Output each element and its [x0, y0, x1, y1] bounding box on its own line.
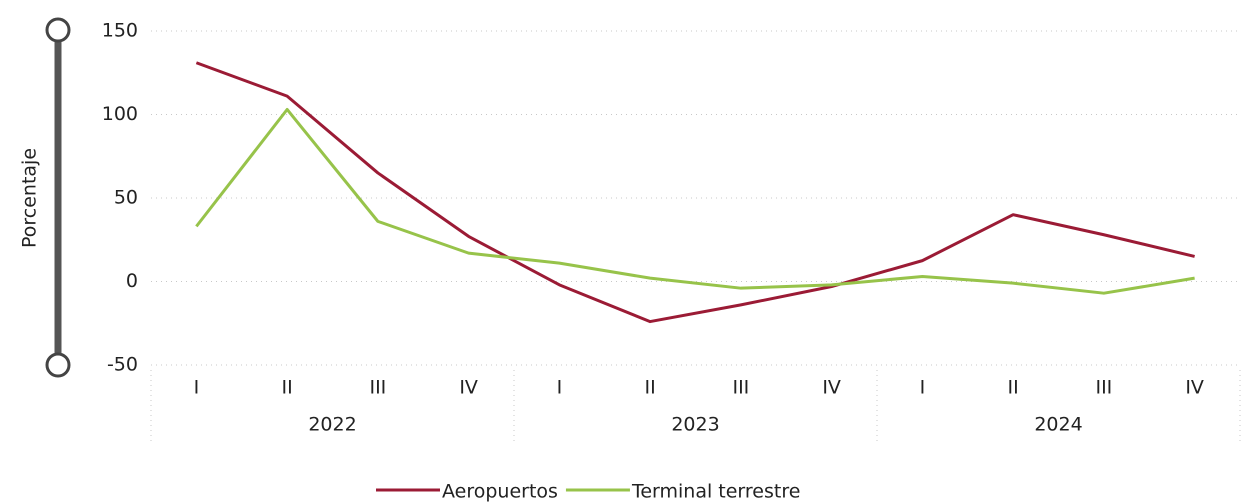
- line-series: [195, 107, 1195, 295]
- x-group-label: 2022: [308, 414, 356, 436]
- x-tick-label: I: [920, 377, 926, 399]
- x-tick-label: II: [282, 377, 293, 399]
- y-tick-label: 50: [114, 187, 138, 209]
- x-tick-label: I: [194, 377, 200, 399]
- x-tick-label: I: [557, 377, 563, 399]
- x-tick-label: III: [369, 377, 386, 399]
- y-tick-label: -50: [107, 354, 138, 376]
- axis-decoration: [45, 352, 71, 378]
- axis-decoration: [45, 17, 71, 43]
- x-group-label: 2023: [671, 414, 719, 436]
- x-tick-label: IV: [1185, 377, 1204, 399]
- y-axis-label: Porcentaje: [19, 148, 41, 248]
- legend-label: Terminal terrestre: [631, 481, 800, 503]
- x-tick-label: III: [1095, 377, 1112, 399]
- legend-label: Aeropuertos: [442, 481, 558, 503]
- y-tick-label: 0: [126, 270, 138, 292]
- line-series: [195, 61, 1195, 324]
- y-tick-label: 150: [102, 20, 138, 42]
- x-tick-label: II: [1008, 377, 1019, 399]
- y-tick-label: 100: [102, 103, 138, 125]
- x-tick-label: IV: [459, 377, 478, 399]
- x-group-label: 2024: [1034, 414, 1082, 436]
- x-tick-label: II: [645, 377, 656, 399]
- x-tick-label: IV: [822, 377, 841, 399]
- x-tick-label: III: [732, 377, 749, 399]
